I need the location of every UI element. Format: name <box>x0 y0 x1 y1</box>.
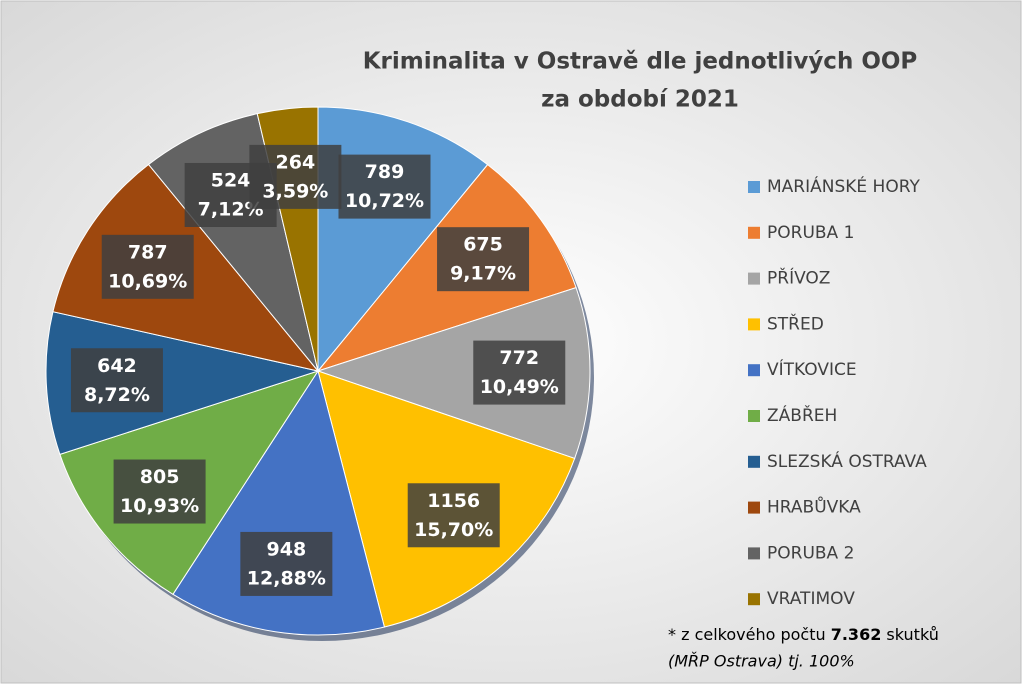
footnote: * z celkového počtu 7.362 skutků <box>668 625 939 644</box>
footnote-suffix: skutků <box>886 625 938 644</box>
data-label-box <box>113 459 206 524</box>
legend-label: PORUBA 1 <box>767 223 854 243</box>
data-label: 675 <box>463 234 503 256</box>
legend-swatch <box>748 547 760 560</box>
data-label: 524 <box>211 169 251 191</box>
data-label: 15,70% <box>414 519 493 541</box>
data-label: 8,72% <box>84 384 150 406</box>
legend-label: HRABŮVKA <box>767 496 861 518</box>
footnote-prefix: * z celkového počtu <box>668 625 826 644</box>
footnote-total: 7.362 <box>831 625 882 644</box>
legend-label: STŘED <box>767 312 824 334</box>
data-label: 787 <box>128 241 168 263</box>
data-label-box <box>249 144 342 209</box>
legend-label: PORUBA 2 <box>767 543 854 563</box>
data-label-box <box>338 154 431 219</box>
legend-swatch <box>748 181 760 193</box>
legend-label: VÍTKOVICE <box>767 358 857 380</box>
legend-swatch <box>748 318 760 331</box>
legend-swatch <box>748 410 760 422</box>
data-label: 12,88% <box>247 567 326 589</box>
data-label: 642 <box>97 355 137 377</box>
data-label: 10,69% <box>108 270 187 292</box>
data-label: 264 <box>276 151 316 173</box>
data-label-box <box>240 531 333 596</box>
legend-swatch <box>748 364 760 377</box>
pie-slice <box>316 286 591 460</box>
footnote-line2: (MŘP Ostrava) tj. 100% <box>668 652 855 671</box>
data-label: 789 <box>365 161 405 183</box>
legend-swatch <box>748 226 760 239</box>
legend-label: PŘÍVOZ <box>767 267 830 289</box>
data-label: 10,72% <box>345 190 424 212</box>
data-label: 772 <box>499 347 539 369</box>
data-label-box <box>473 340 566 405</box>
pie-slice <box>45 311 320 456</box>
legend-swatch <box>748 593 760 606</box>
data-label-box <box>437 227 530 292</box>
data-label: 948 <box>267 538 307 560</box>
data-label: 805 <box>140 466 180 488</box>
legend-swatch <box>748 455 760 468</box>
data-label: 1156 <box>427 490 480 512</box>
data-label: 10,93% <box>120 495 199 517</box>
data-label-box <box>70 348 163 413</box>
data-label-box <box>101 234 194 299</box>
chart-title: Kriminalita v Ostravě dle jednotlivých O… <box>363 49 918 75</box>
legend-label: VRATIMOV <box>767 589 855 609</box>
data-label: 7,12% <box>198 198 264 220</box>
data-label: 9,17% <box>450 263 516 285</box>
legend-label: SLEZSKÁ OSTRAVA <box>767 450 927 472</box>
legend-swatch <box>748 272 760 285</box>
legend-swatch <box>748 501 760 514</box>
data-label-box <box>407 483 500 548</box>
data-label: 3,59% <box>262 180 328 202</box>
legend-label: ZÁBŘEH <box>767 404 837 426</box>
data-label: 10,49% <box>480 376 559 398</box>
chart-title: za období 2021 <box>541 87 739 113</box>
legend-label: MARIÁNSKÉ HORY <box>767 175 920 197</box>
